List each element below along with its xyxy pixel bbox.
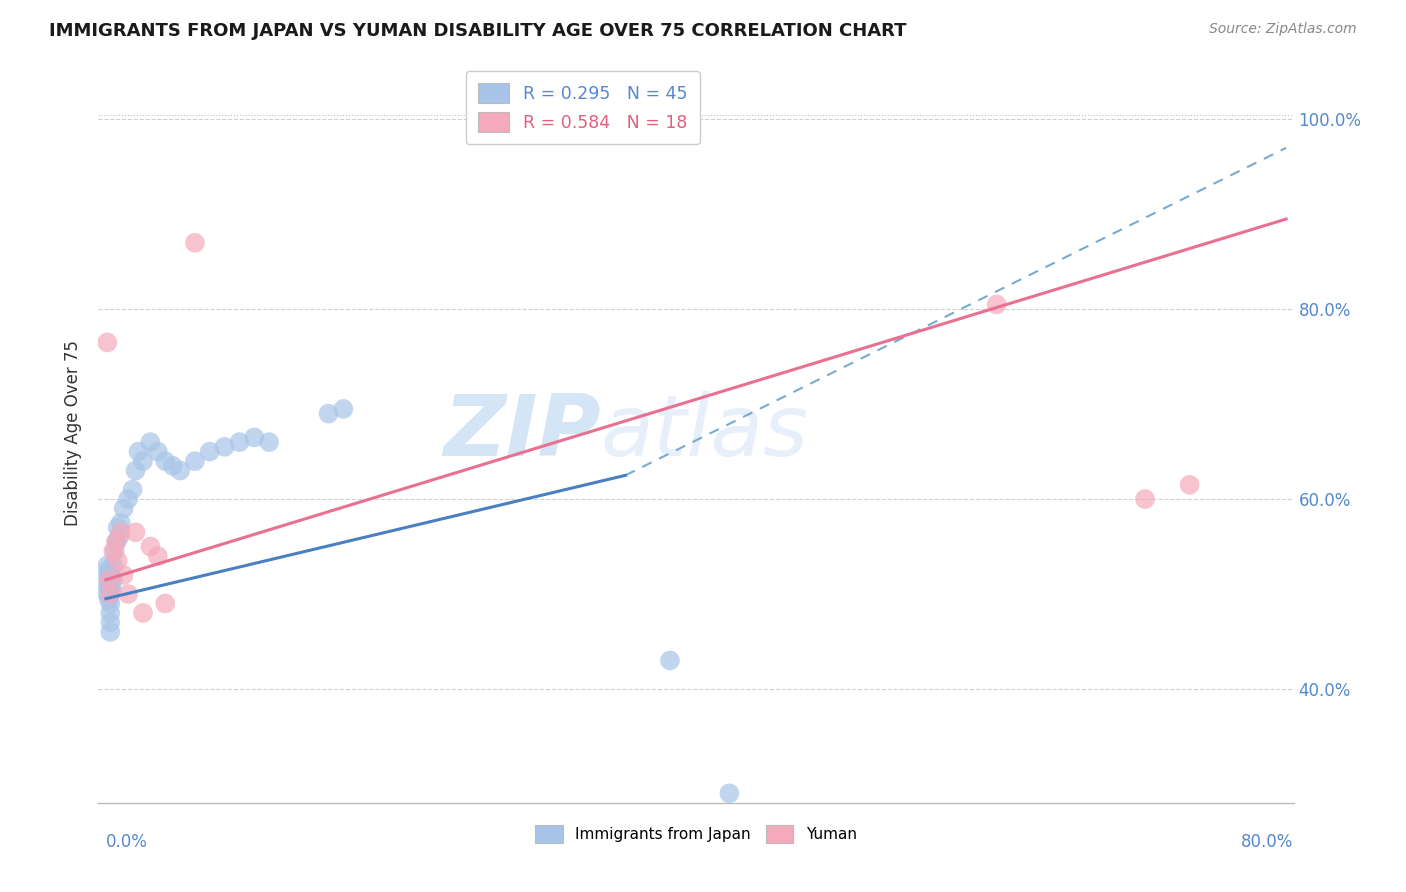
Point (97, 591, 120, 606)
Point (103, 544, 125, 558)
Point (155, 597, 177, 611)
Point (228, 435, 250, 450)
Point (332, 401, 354, 416)
Point (112, 568, 135, 582)
Point (98, 615, 121, 630)
Y-axis label: Disability Age Over 75: Disability Age Over 75 (63, 340, 82, 525)
Point (318, 407, 340, 421)
Point (98, 624, 121, 639)
Point (169, 464, 191, 478)
Point (98, 597, 121, 611)
Point (107, 520, 129, 534)
Point (103, 573, 125, 587)
Point (162, 458, 184, 473)
Point (96, 577, 118, 591)
Point (108, 530, 131, 544)
Point (121, 483, 143, 497)
Point (96, 568, 118, 582)
Point (104, 544, 127, 558)
Point (257, 435, 280, 450)
Point (146, 549, 169, 563)
Point (96, 335, 118, 350)
Point (96, 587, 118, 601)
Point (97, 582, 120, 597)
Point (97, 573, 120, 587)
Point (1133, 491, 1156, 506)
Point (105, 534, 128, 549)
Point (105, 534, 128, 549)
Point (96, 558, 118, 573)
Point (98, 577, 121, 591)
Text: IMMIGRANTS FROM JAPAN VS YUMAN DISABILITY AGE OVER 75 CORRELATION CHART: IMMIGRANTS FROM JAPAN VS YUMAN DISABILIT… (49, 22, 907, 40)
Legend: Immigrants from Japan, Yuman: Immigrants from Japan, Yuman (527, 818, 865, 851)
Point (112, 501, 135, 516)
Text: 0.0%: 0.0% (105, 833, 148, 851)
Point (103, 558, 125, 573)
Point (97, 563, 120, 577)
Text: ZIP: ZIP (443, 391, 600, 475)
Point (101, 573, 124, 587)
Point (124, 525, 146, 540)
Point (107, 554, 129, 568)
Point (155, 454, 177, 468)
Point (139, 435, 162, 450)
Point (986, 297, 1008, 311)
Point (198, 444, 221, 458)
Point (98, 587, 121, 601)
Point (98, 587, 121, 601)
Point (1178, 478, 1201, 492)
Point (132, 606, 155, 620)
Point (214, 440, 236, 454)
Text: atlas: atlas (600, 391, 808, 475)
Point (98, 568, 121, 582)
Point (659, 653, 682, 667)
Point (101, 582, 124, 597)
Point (139, 540, 162, 554)
Point (97, 573, 120, 587)
Point (243, 430, 266, 444)
Text: Source: ZipAtlas.com: Source: ZipAtlas.com (1209, 22, 1357, 37)
Point (98, 606, 121, 620)
Point (110, 516, 132, 530)
Point (146, 444, 169, 458)
Point (124, 464, 146, 478)
Point (184, 235, 207, 250)
Point (718, 786, 741, 800)
Text: 80.0%: 80.0% (1241, 833, 1294, 851)
Point (128, 444, 150, 458)
Point (132, 454, 155, 468)
Point (117, 587, 139, 601)
Point (117, 491, 139, 506)
Point (184, 454, 207, 468)
Point (110, 525, 132, 540)
